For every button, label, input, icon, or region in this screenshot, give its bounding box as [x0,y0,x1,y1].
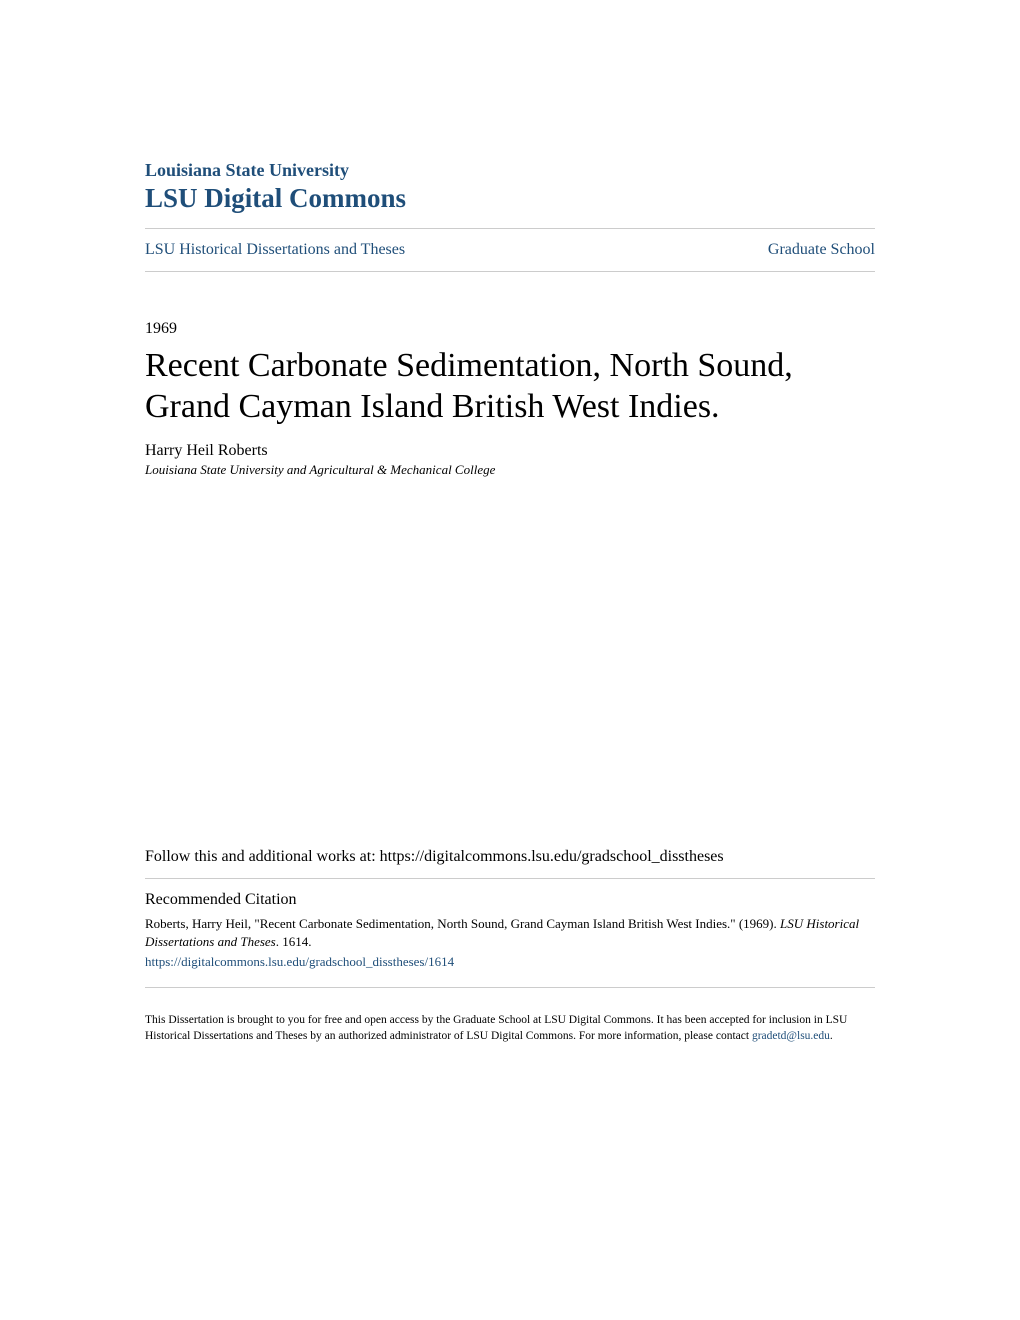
citation-block: Recommended Citation Roberts, Harry Heil… [145,879,875,988]
author-name: Harry Heil Roberts [145,442,875,460]
footer-body: This Dissertation is brought to you for … [145,1014,847,1042]
divider-breadcrumb [145,271,875,272]
citation-text-2: . 1614. [276,934,312,949]
header-block: Louisiana State University LSU Digital C… [145,160,875,214]
collection-link[interactable]: LSU Historical Dissertations and Theses [145,241,405,259]
breadcrumb-row: LSU Historical Dissertations and Theses … [145,229,875,271]
repository-name[interactable]: LSU Digital Commons [145,183,875,214]
school-link[interactable]: Graduate School [768,241,875,259]
citation-heading: Recommended Citation [145,891,875,909]
footer-text: This Dissertation is brought to you for … [145,1012,875,1044]
institution-name[interactable]: Louisiana State University [145,160,875,181]
citation-text-1: Roberts, Harry Heil, "Recent Carbonate S… [145,916,780,931]
citation-body: Roberts, Harry Heil, "Recent Carbonate S… [145,915,875,972]
citation-url-link[interactable]: https://digitalcommons.lsu.edu/gradschoo… [145,953,875,971]
footer-period: . [830,1030,833,1042]
follow-url-link[interactable]: https://digitalcommons.lsu.edu/gradschoo… [380,848,724,865]
footer-email-link[interactable]: gradetd@lsu.edu [752,1030,830,1042]
follow-section: Follow this and additional works at: htt… [145,848,875,866]
divider-citation [145,987,875,988]
document-title: Recent Carbonate Sedimentation, North So… [145,346,875,428]
follow-prefix: Follow this and additional works at: [145,848,380,865]
publication-year: 1969 [145,320,875,338]
author-affiliation: Louisiana State University and Agricultu… [145,462,875,478]
